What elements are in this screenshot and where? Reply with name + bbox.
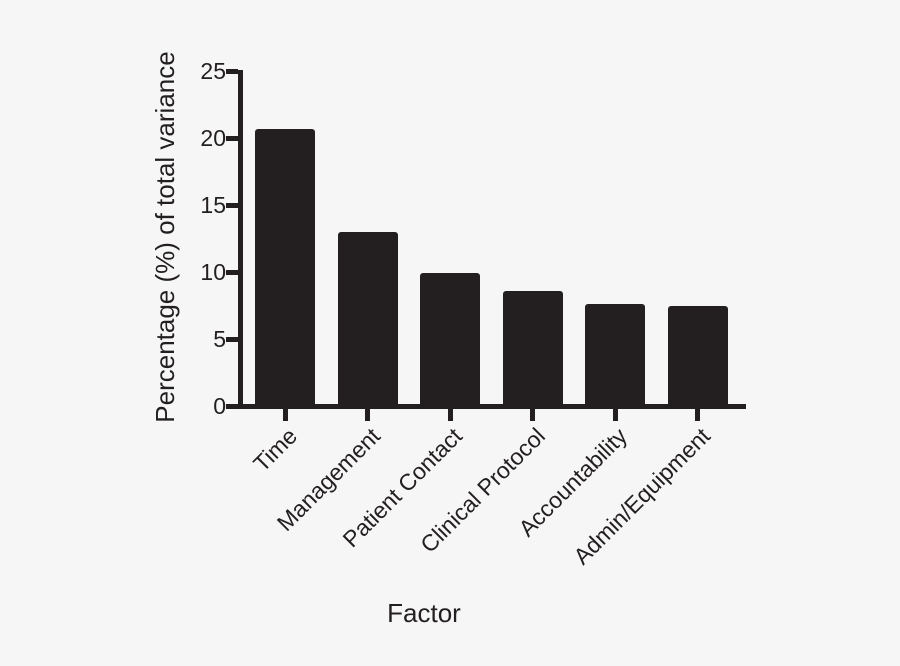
x-tick	[612, 408, 618, 421]
x-axis-line	[230, 403, 746, 409]
x-tick	[695, 408, 700, 421]
y-tick	[226, 135, 238, 141]
y-tick-label: 0	[213, 393, 226, 419]
y-tick	[226, 269, 238, 275]
x-axis-title: Factor	[387, 598, 461, 628]
y-tick-label: 20	[200, 125, 226, 151]
y-axis-title: Percentage (%) of total variance	[150, 51, 180, 423]
y-tick-label: 10	[200, 259, 226, 285]
x-tick	[282, 408, 288, 421]
y-tick	[226, 202, 238, 208]
y-tick-label: 25	[200, 58, 226, 84]
y-axis-line	[238, 70, 243, 409]
bar-clinical-protocol	[502, 290, 563, 408]
y-tick	[226, 403, 238, 409]
y-tick-label: 5	[213, 326, 226, 352]
bar-accountability	[585, 304, 645, 408]
bar-management	[337, 231, 398, 408]
y-tick	[226, 336, 238, 342]
y-tick	[226, 68, 238, 74]
x-tick	[447, 408, 453, 421]
x-tick	[530, 408, 535, 421]
bar-time	[255, 128, 315, 408]
y-tick-label: 15	[200, 192, 226, 218]
x-tick	[365, 408, 370, 421]
bar-admin-equipment	[667, 305, 728, 408]
bar-patient-contact	[420, 273, 480, 408]
